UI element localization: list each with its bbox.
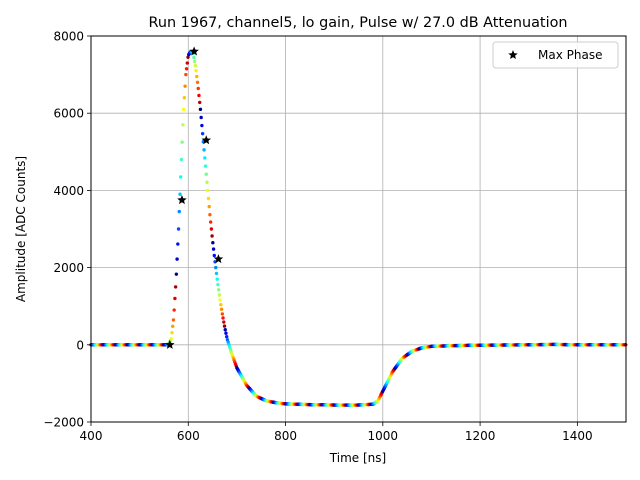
pulse-point (176, 227, 181, 231)
y-tick-label: 2000 (53, 261, 84, 275)
max-phase-star (165, 339, 175, 349)
pulse-point (171, 318, 176, 322)
pulse-point (182, 96, 187, 100)
pulse-point (224, 331, 228, 335)
pulse-point (184, 67, 189, 71)
pulse-point (197, 93, 201, 98)
pulse-point (179, 175, 183, 179)
pulse-point (171, 324, 175, 328)
pulse-point (173, 285, 178, 289)
pulse-point (180, 140, 184, 144)
pulse-point (207, 204, 211, 209)
pulse-point (222, 320, 226, 324)
pulse-point (220, 312, 225, 316)
pulse-point (215, 277, 219, 281)
pulse-point (200, 131, 205, 136)
pulse-point (177, 209, 181, 214)
chart-title: Run 1967, channel5, lo gain, Pulse w/ 27… (149, 15, 568, 31)
pulse-point (214, 271, 219, 276)
pulse-point (206, 188, 210, 193)
max-phase-star (177, 195, 187, 205)
x-tick-label: 1400 (562, 429, 593, 443)
pulse-point (202, 148, 206, 152)
pulse-point (176, 242, 180, 246)
pulse-point (192, 59, 197, 64)
legend: Max Phase (492, 41, 619, 69)
pulse-point (194, 69, 198, 73)
pulse-point (184, 72, 188, 77)
pulse-point (214, 265, 218, 270)
pulse-point (200, 123, 204, 128)
pulse-point (193, 63, 198, 68)
pulse-point (185, 61, 189, 65)
pulse-point (211, 241, 215, 245)
pulse-point (211, 247, 216, 251)
pulse-point (222, 324, 227, 328)
pulse-point (195, 74, 199, 79)
x-axis-label: Time [ns] (329, 451, 386, 465)
pulse-point (169, 337, 173, 341)
pulse-point (208, 220, 213, 224)
pulse-point (179, 157, 184, 162)
pulse-point (204, 172, 208, 176)
pulse-point (203, 156, 207, 160)
pulse-point (216, 282, 220, 287)
pulse-point (219, 307, 224, 311)
pulse-point (199, 115, 203, 120)
x-tick-label: 1000 (368, 429, 399, 443)
plot-area (89, 46, 628, 407)
pulse-point (203, 164, 208, 168)
pulse-point (181, 107, 186, 112)
pulse-point (173, 296, 177, 301)
max-phase-star (189, 46, 199, 56)
y-tick-label: 0 (76, 338, 84, 352)
y-axis-label: Amplitude [ADC Counts] (14, 156, 28, 302)
pulse-point (175, 257, 179, 261)
pulse-point (221, 316, 225, 320)
legend-box (492, 41, 619, 69)
pulse-point (183, 84, 187, 88)
y-tick-label: 8000 (53, 30, 84, 44)
pulse-point (172, 308, 176, 312)
axis-ticks: 400 600 800 1000 1200 1400 −2000 0 2000 4000 6000 8… (43, 30, 592, 444)
pulse-point (206, 196, 211, 201)
pulse-point (216, 288, 221, 292)
pulse-point (218, 298, 222, 302)
legend-label: Max Phase (538, 48, 602, 62)
pulse-point (209, 227, 214, 231)
pulse-point (178, 192, 182, 196)
pulse-point (205, 180, 209, 184)
pulse-point (198, 107, 203, 112)
y-tick-label: −2000 (43, 416, 84, 430)
pulse-point (223, 328, 227, 332)
max-phase-star (201, 135, 212, 145)
y-tick-label: 4000 (53, 184, 84, 198)
pulse-point (186, 55, 190, 59)
pulse-point (181, 123, 185, 127)
pulse-point (210, 234, 214, 238)
axes-frame (90, 35, 627, 423)
y-tick-label: 6000 (53, 107, 84, 121)
pulse-point (198, 100, 202, 105)
x-tick-label: 1200 (465, 429, 496, 443)
pulse-point (170, 330, 174, 335)
pulse-point (195, 80, 200, 85)
x-tick-label: 600 (177, 429, 200, 443)
x-tick-label: 400 (80, 429, 103, 443)
pulse-point (225, 334, 229, 339)
x-tick-label: 800 (274, 429, 297, 443)
pulse-point (208, 213, 212, 217)
pulse-point (217, 293, 222, 297)
pulse-point (212, 253, 216, 258)
pulse-point (174, 272, 179, 276)
pulse-point (196, 86, 200, 91)
pulse-point (192, 55, 196, 60)
max-phase-star (213, 254, 224, 264)
pulse-point (219, 302, 223, 307)
legend-star-icon (508, 50, 518, 60)
